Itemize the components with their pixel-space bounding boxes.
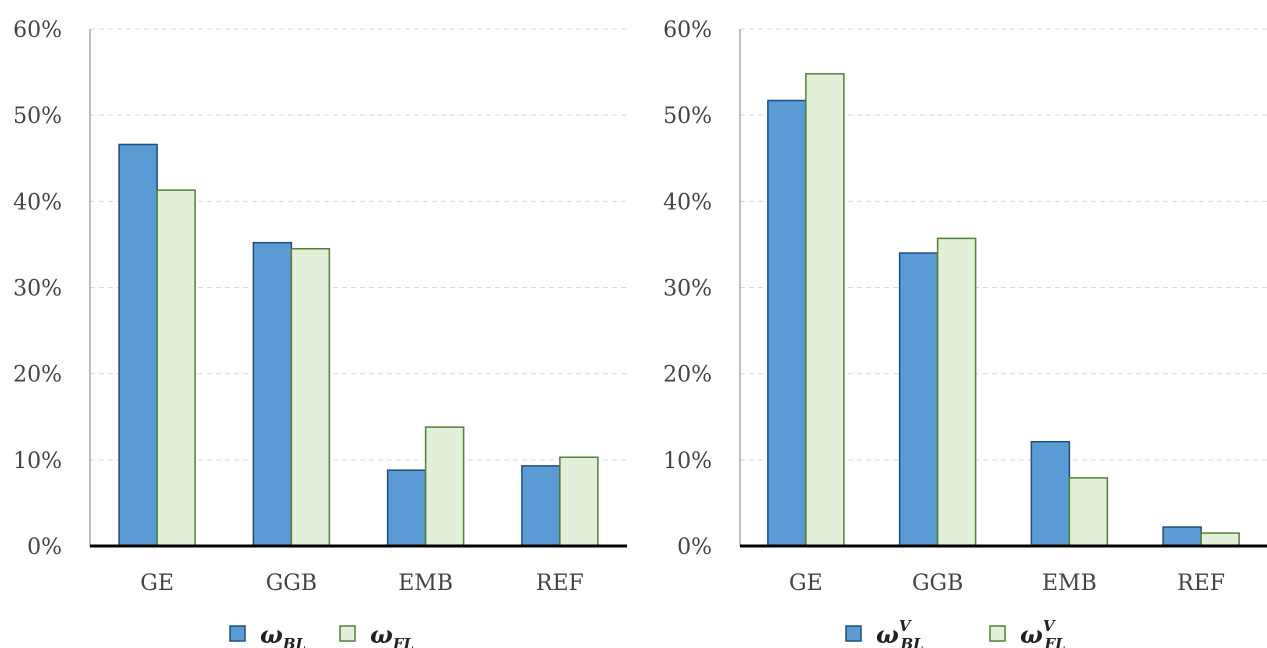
bar-emb-series-1 xyxy=(1030,440,1071,547)
y-tick-label: 30% xyxy=(13,277,62,302)
y-tick-label: 40% xyxy=(663,190,712,215)
legend: ωV BL ωV FL xyxy=(845,617,1066,648)
legend-label: ωV FL xyxy=(1020,617,1066,648)
bar-ggb-series-2 xyxy=(290,247,331,547)
bar-ref-series-1 xyxy=(1162,526,1202,547)
bar-ggb-series-2 xyxy=(936,237,977,547)
bar-emb-series-2 xyxy=(1068,477,1109,547)
x-tick-label: GE xyxy=(789,571,823,596)
chart-panel-2: 0% 10% 20% 30% 40% 50% 60% GE GGB EMB REF ωV BL ωV FL xyxy=(663,18,1267,648)
legend-label: ωFL xyxy=(370,620,414,648)
y-tick-label: 10% xyxy=(663,449,712,474)
x-tick-label: EMB xyxy=(398,571,453,596)
legend: ωBL ωFL xyxy=(229,620,414,648)
y-tick-label: 0% xyxy=(677,535,712,560)
legend-swatch xyxy=(229,625,246,642)
bar-ggb-series-1 xyxy=(252,241,293,547)
bar-ge-series-2 xyxy=(156,189,196,547)
y-tick-label: 20% xyxy=(663,363,712,388)
legend-swatch xyxy=(989,625,1006,642)
y-tick-label: 30% xyxy=(663,277,712,302)
x-tick-label: REF xyxy=(1177,571,1225,596)
y-tick-label: 60% xyxy=(13,18,62,43)
y-tick-label: 60% xyxy=(663,18,712,43)
chart-panel-1: 0% 10% 20% 30% 40% 50% 60% GE GGB EMB REF ωBL ωFL xyxy=(13,18,627,648)
x-tick-label: GE xyxy=(140,571,174,596)
x-tick-label: EMB xyxy=(1042,571,1097,596)
bar-emb-series-1 xyxy=(386,469,427,547)
legend-swatch xyxy=(339,625,356,642)
y-tick-label: 50% xyxy=(663,104,712,129)
bar-ref-series-2 xyxy=(559,456,599,547)
legend-swatch xyxy=(845,625,862,642)
bar-ge-series-2 xyxy=(805,73,845,547)
bar-ref-series-2 xyxy=(1200,532,1240,547)
y-tick-label: 40% xyxy=(13,190,62,215)
bar-ge-series-1 xyxy=(118,143,158,547)
y-tick-label: 0% xyxy=(27,535,62,560)
bar-ref-series-1 xyxy=(521,465,561,547)
bar-ge-series-1 xyxy=(767,99,807,547)
bar-emb-series-2 xyxy=(424,426,465,547)
x-tick-label: GGB xyxy=(266,571,317,596)
y-tick-label: 10% xyxy=(13,449,62,474)
y-tick-label: 50% xyxy=(13,104,62,129)
legend-label: ωV BL xyxy=(876,617,924,648)
bar-ggb-series-1 xyxy=(898,252,939,547)
y-tick-label: 20% xyxy=(13,363,62,388)
legend-label: ωBL xyxy=(260,620,306,648)
x-tick-label: REF xyxy=(536,571,584,596)
x-tick-label: GGB xyxy=(912,571,963,596)
